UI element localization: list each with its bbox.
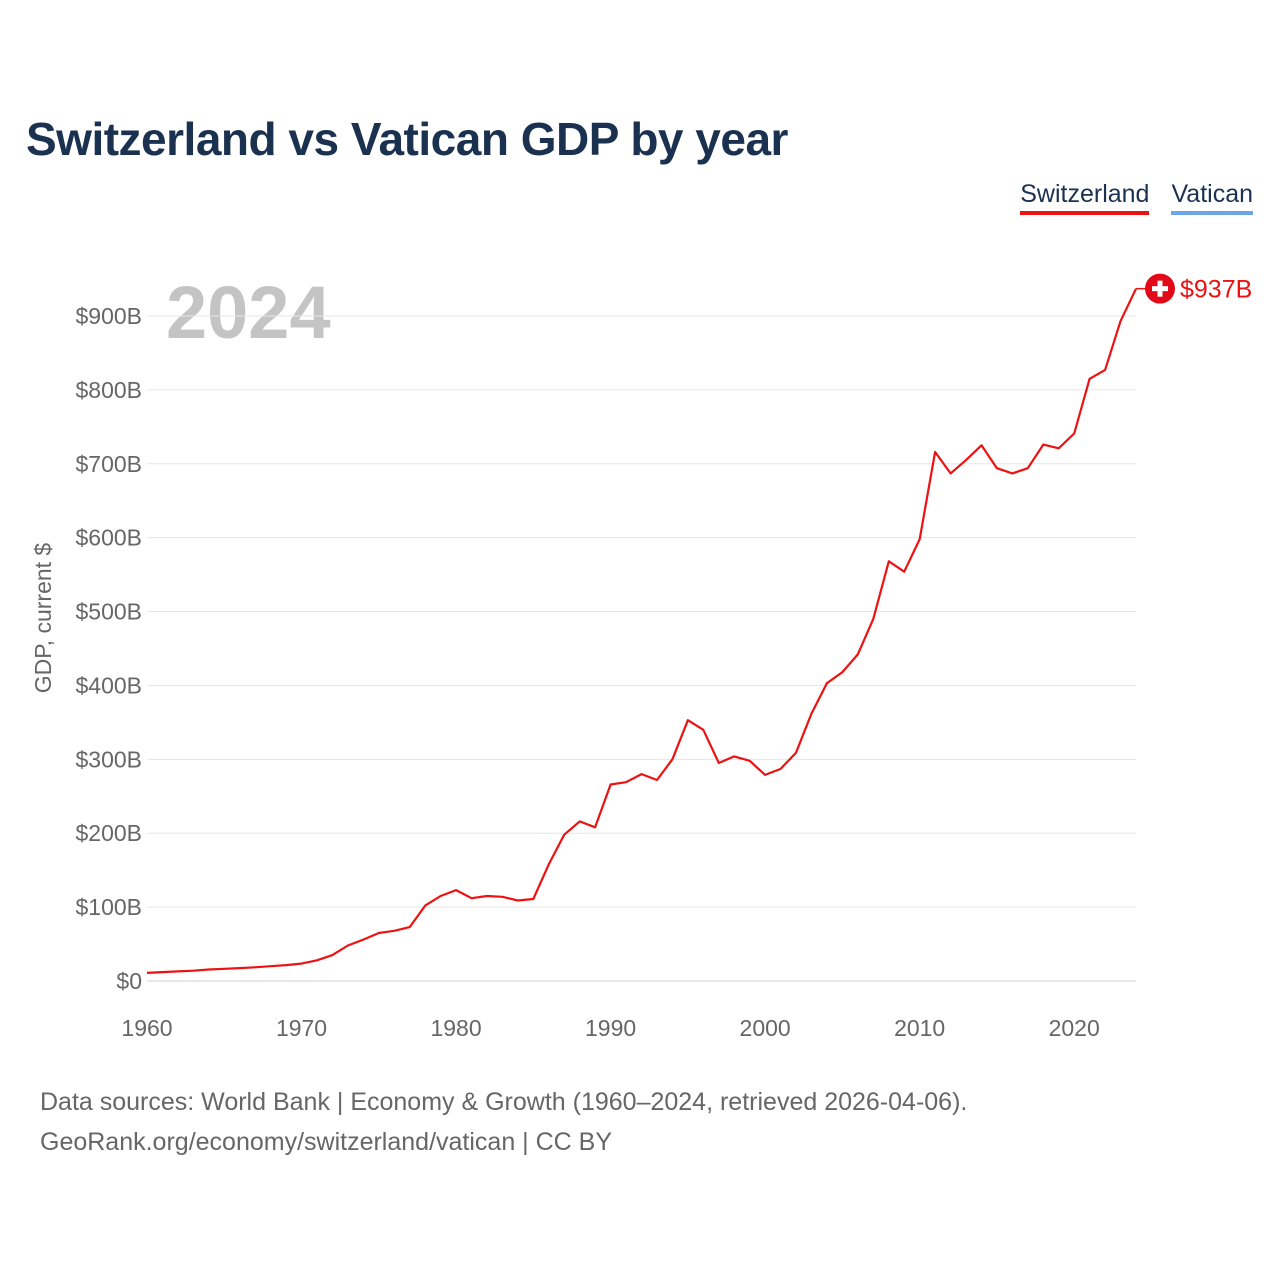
source-line-data: Data sources: World Bank | Economy & Gro… xyxy=(40,1088,968,1116)
y-tick-label: $600B xyxy=(75,525,142,551)
source-line-credit: GeoRank.org/economy/switzerland/vatican … xyxy=(40,1128,613,1156)
y-tick-label: $500B xyxy=(75,599,142,625)
year-watermark: 2024 xyxy=(166,271,331,354)
x-tick-label: 1980 xyxy=(430,1015,481,1041)
gdp-line-chart: 2024 $0 $100B $200B $300B $400B $500B $600B $700… xyxy=(30,271,1252,1041)
y-tick-label: $400B xyxy=(75,672,142,698)
y-tick-label: $800B xyxy=(75,377,142,403)
end-value-label: $937B xyxy=(1180,276,1252,304)
x-tick-label: 2020 xyxy=(1049,1015,1100,1041)
swiss-flag-icon xyxy=(1145,273,1175,304)
y-tick-label: $700B xyxy=(75,451,142,477)
x-tick-label: 2000 xyxy=(740,1015,791,1041)
source-note: Data sources: World Bank | Economy & Gro… xyxy=(40,1082,967,1162)
y-tick-label: $0 xyxy=(116,968,142,994)
chart-title: Switzerland vs Vatican GDP by year xyxy=(26,113,788,165)
x-tick-label: 1970 xyxy=(276,1015,327,1041)
y-tick-label: $300B xyxy=(75,746,142,772)
y-tick-label: $200B xyxy=(75,820,142,846)
legend-item-vatican[interactable]: Vatican xyxy=(1171,180,1253,215)
y-axis-label: GDP, current $ xyxy=(30,543,56,694)
x-tick-label: 2010 xyxy=(894,1015,945,1041)
legend: Switzerland Vatican xyxy=(1020,180,1253,215)
x-tick-label: 1960 xyxy=(121,1015,172,1041)
series-line-switzerland xyxy=(146,288,1137,974)
y-tick-label: $100B xyxy=(75,894,142,920)
y-tick-label: $900B xyxy=(75,303,142,329)
x-tick-label: 1990 xyxy=(585,1015,636,1041)
legend-item-switzerland[interactable]: Switzerland xyxy=(1020,180,1150,215)
